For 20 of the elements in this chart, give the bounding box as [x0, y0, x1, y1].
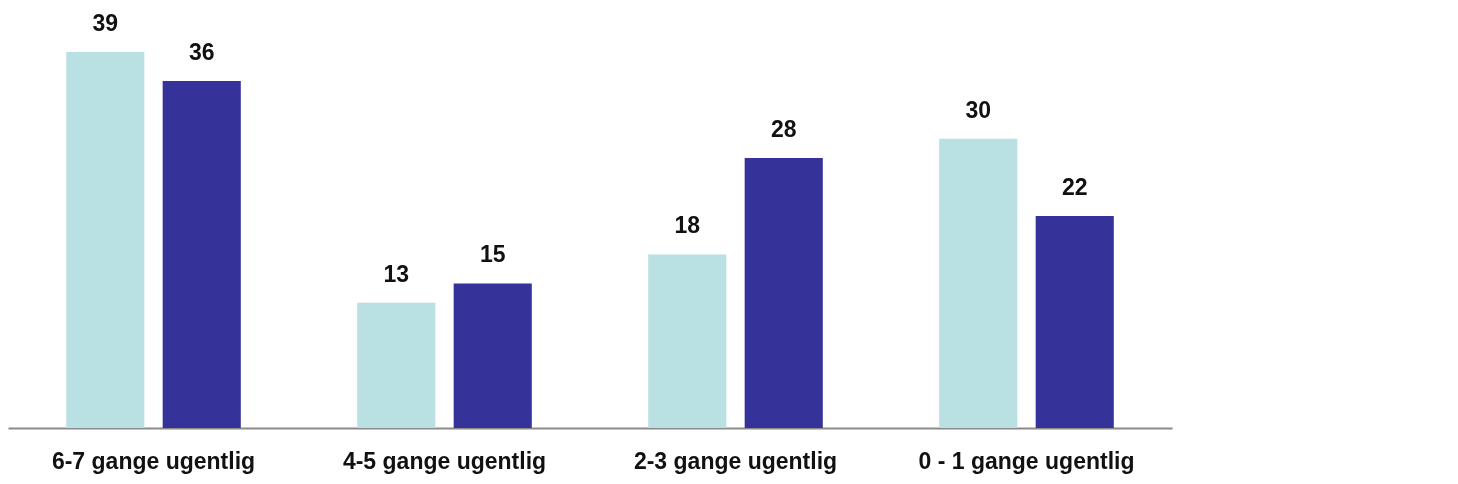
- bar: [744, 158, 823, 428]
- x-tick-label: 2-3 gange ugentlig: [633, 447, 838, 474]
- bar: [66, 52, 145, 428]
- data-label: 13: [383, 260, 410, 287]
- data-label: 22: [1061, 173, 1088, 200]
- bar: [648, 254, 727, 428]
- bar: [939, 138, 1018, 428]
- data-label: 36: [188, 38, 215, 65]
- data-label: 28: [770, 116, 797, 143]
- x-tick-label: 4-5 gange ugentlig: [342, 447, 547, 474]
- bar: [453, 283, 532, 428]
- x-tick-label: 6-7 gange ugentlig: [51, 447, 256, 474]
- data-label: 39: [92, 10, 119, 36]
- x-tick-label: 0 - 1 gange ugentlig: [918, 447, 1135, 474]
- bar: [162, 80, 241, 428]
- data-label: 15: [479, 241, 506, 268]
- bar: [357, 302, 436, 428]
- data-label: 30: [965, 96, 992, 123]
- bar: [1035, 215, 1114, 428]
- data-label: 18: [674, 212, 701, 239]
